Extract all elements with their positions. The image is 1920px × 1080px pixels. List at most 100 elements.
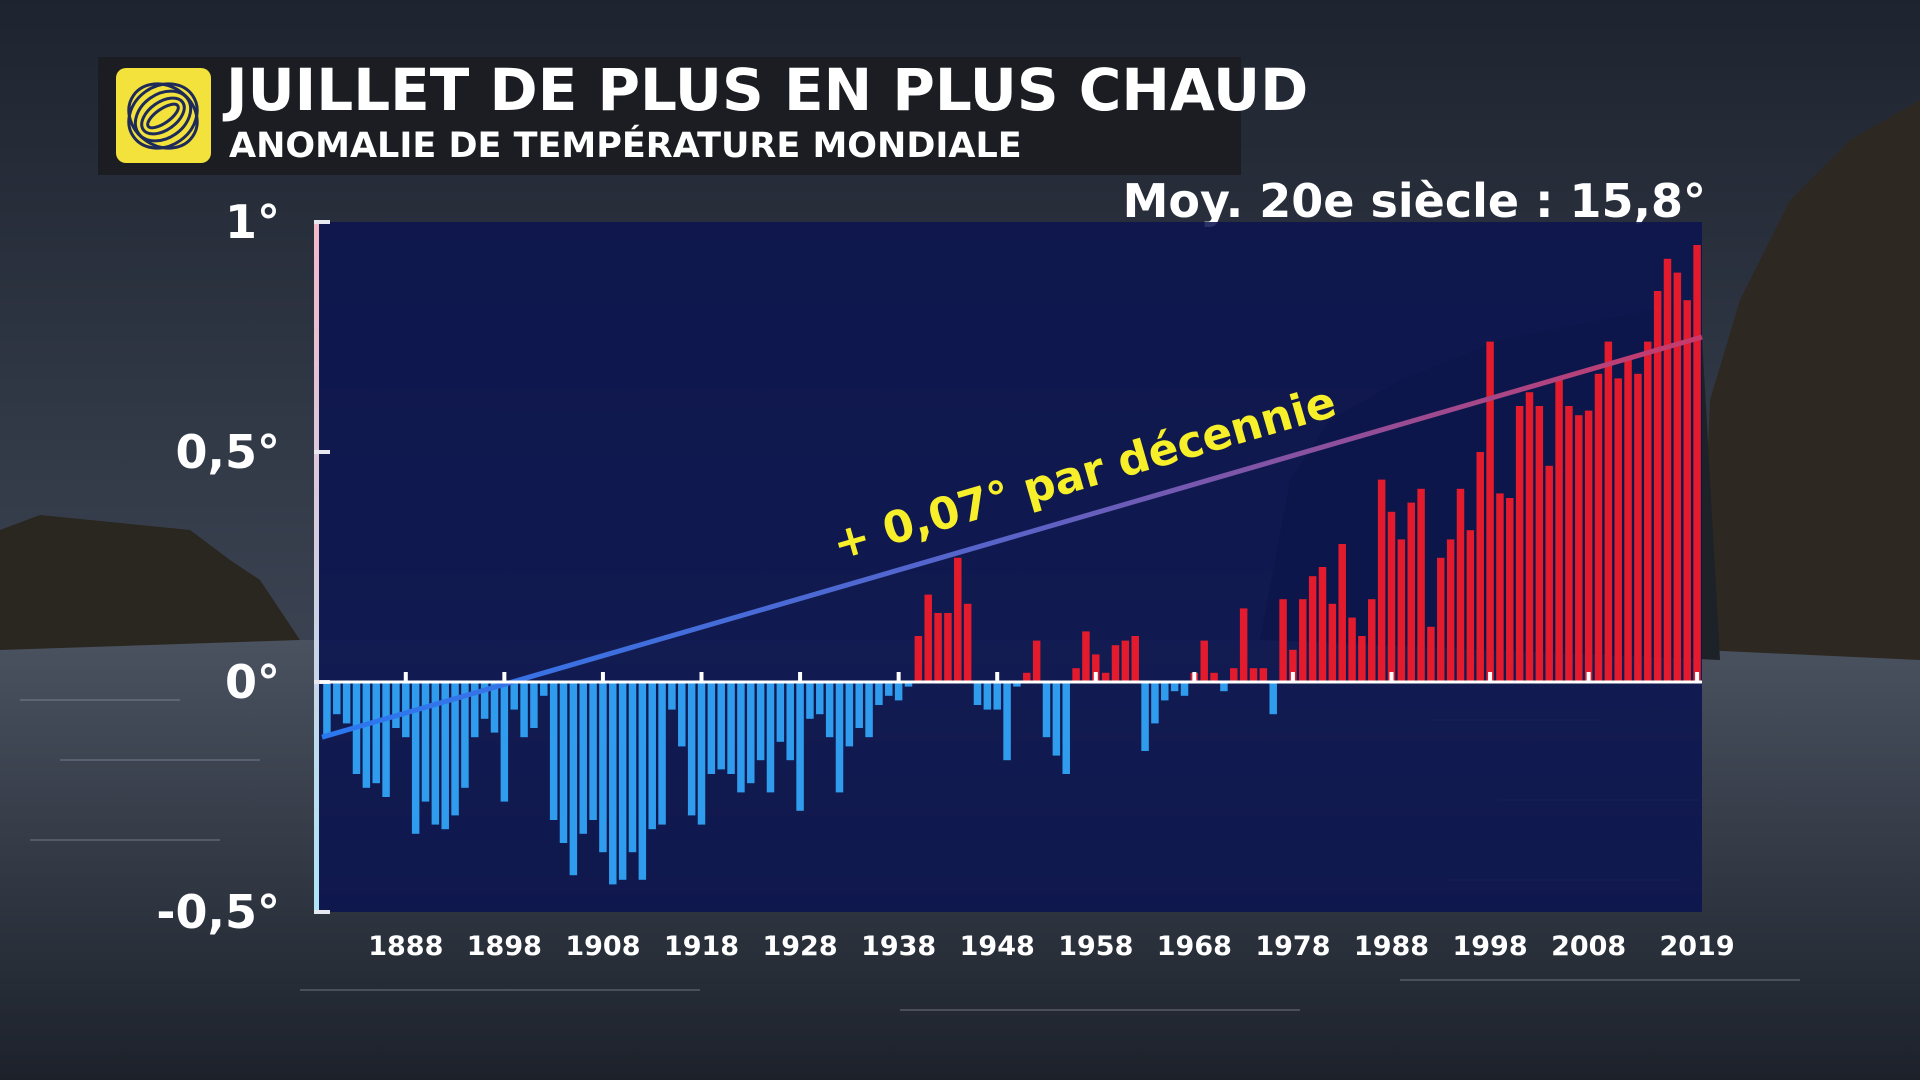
chart-subtitle: ANOMALIE DE TEMPÉRATURE MONDIALE <box>229 126 1022 166</box>
bar-1907 <box>589 682 597 820</box>
bar-1894 <box>461 682 469 788</box>
bar-1904 <box>559 682 568 843</box>
bar-2012 <box>1624 360 1632 682</box>
bar-1965 <box>1161 682 1169 701</box>
bar-1910 <box>618 682 627 880</box>
bar-1909 <box>609 682 617 885</box>
title-banner <box>98 57 1241 175</box>
bar-1908 <box>599 682 607 853</box>
bar-1890 <box>421 682 430 802</box>
bar-1989 <box>1397 539 1406 682</box>
bar-1925 <box>766 682 775 793</box>
bar-1911 <box>628 682 637 853</box>
bar-1926 <box>776 682 785 742</box>
bar-1938 <box>894 682 903 701</box>
bar-1917 <box>687 682 696 816</box>
bar-1930 <box>816 682 824 715</box>
bar-1984 <box>1348 617 1356 682</box>
bar-1976 <box>1269 682 1277 715</box>
x-tick-label-1988: 1988 <box>1354 931 1429 962</box>
y-tick-label: -0,5° <box>156 885 280 939</box>
bar-1975 <box>1259 668 1268 682</box>
bar-1943 <box>944 613 952 682</box>
bar-1924 <box>756 682 765 761</box>
bar-1927 <box>786 682 794 761</box>
bar-1906 <box>579 682 587 834</box>
bar-1918 <box>697 682 706 825</box>
bar-1996 <box>1466 530 1475 682</box>
bar-1978 <box>1289 649 1297 682</box>
bar-1945 <box>963 603 972 682</box>
bar-1963 <box>1141 682 1149 751</box>
y-axis: 1° 0,5° 0° -0,5° <box>156 195 330 939</box>
bar-1962 <box>1131 636 1139 682</box>
bar-1893 <box>451 682 459 816</box>
bar-1958 <box>1092 654 1100 682</box>
bar-1960 <box>1111 645 1120 682</box>
bar-1889 <box>411 682 420 834</box>
bar-1944 <box>954 557 962 682</box>
bar-1974 <box>1249 668 1258 682</box>
bar-1992 <box>1427 626 1435 682</box>
bar-1932 <box>835 682 844 793</box>
bar-1967 <box>1180 682 1189 696</box>
bar-1887 <box>392 682 400 728</box>
bar-1940 <box>914 636 923 682</box>
baseline-note: Moy. 20e siècle : 15,8° <box>1122 174 1706 228</box>
bar-1886 <box>382 682 390 797</box>
bar-1983 <box>1338 544 1346 682</box>
y-tick-label: 0° <box>225 655 280 709</box>
bar-1966 <box>1170 682 1179 692</box>
plot-area <box>318 222 1702 912</box>
bar-1914 <box>658 682 666 825</box>
x-tick-label-1978: 1978 <box>1255 931 1330 962</box>
bar-1955 <box>1062 682 1070 774</box>
bar-1913 <box>648 682 656 830</box>
bar-1880 <box>323 682 331 738</box>
bar-1977 <box>1279 599 1287 682</box>
bar-1981 <box>1318 567 1327 682</box>
bar-1933 <box>845 682 854 747</box>
bar-1982 <box>1328 603 1337 682</box>
bar-2002 <box>1525 392 1534 682</box>
bar-2008 <box>1584 410 1593 682</box>
bar-1985 <box>1358 636 1366 682</box>
x-tick-label-1918: 1918 <box>664 931 739 962</box>
bar-1953 <box>1042 682 1051 738</box>
x-tick-label-2008: 2008 <box>1551 931 1626 962</box>
bar-1995 <box>1456 488 1465 682</box>
bars-group <box>323 245 1701 885</box>
x-tick-label-1888: 1888 <box>368 931 443 962</box>
bar-1959 <box>1101 672 1110 682</box>
bar-1884 <box>362 682 371 788</box>
bar-1934 <box>855 682 863 728</box>
chart-title: JUILLET DE PLUS EN PLUS CHAUD <box>226 56 1309 124</box>
bar-1988 <box>1387 511 1396 682</box>
bar-1948 <box>993 682 1001 710</box>
bar-2015 <box>1653 291 1662 682</box>
bar-2010 <box>1604 341 1613 682</box>
bar-2001 <box>1515 406 1524 682</box>
bar-1947 <box>983 682 992 710</box>
bar-2018 <box>1683 300 1691 682</box>
bar-1898 <box>500 682 509 802</box>
bar-1972 <box>1230 668 1238 682</box>
x-tick-label-1968: 1968 <box>1157 931 1232 962</box>
y-axis-line <box>314 222 319 912</box>
bar-1923 <box>747 682 755 784</box>
bar-2011 <box>1614 378 1622 682</box>
bar-1952 <box>1032 640 1041 682</box>
bar-1915 <box>668 682 676 710</box>
bar-1993 <box>1437 557 1445 682</box>
bar-1987 <box>1377 479 1386 682</box>
globe-logo-icon <box>116 68 211 163</box>
bar-1935 <box>865 682 873 738</box>
bar-2004 <box>1545 465 1553 682</box>
bar-1912 <box>638 682 647 880</box>
x-tick-label-1998: 1998 <box>1452 931 1527 962</box>
bar-1882 <box>342 682 351 724</box>
x-tick-label-1898: 1898 <box>467 931 542 962</box>
bar-2013 <box>1634 373 1642 682</box>
bar-1954 <box>1052 682 1061 756</box>
